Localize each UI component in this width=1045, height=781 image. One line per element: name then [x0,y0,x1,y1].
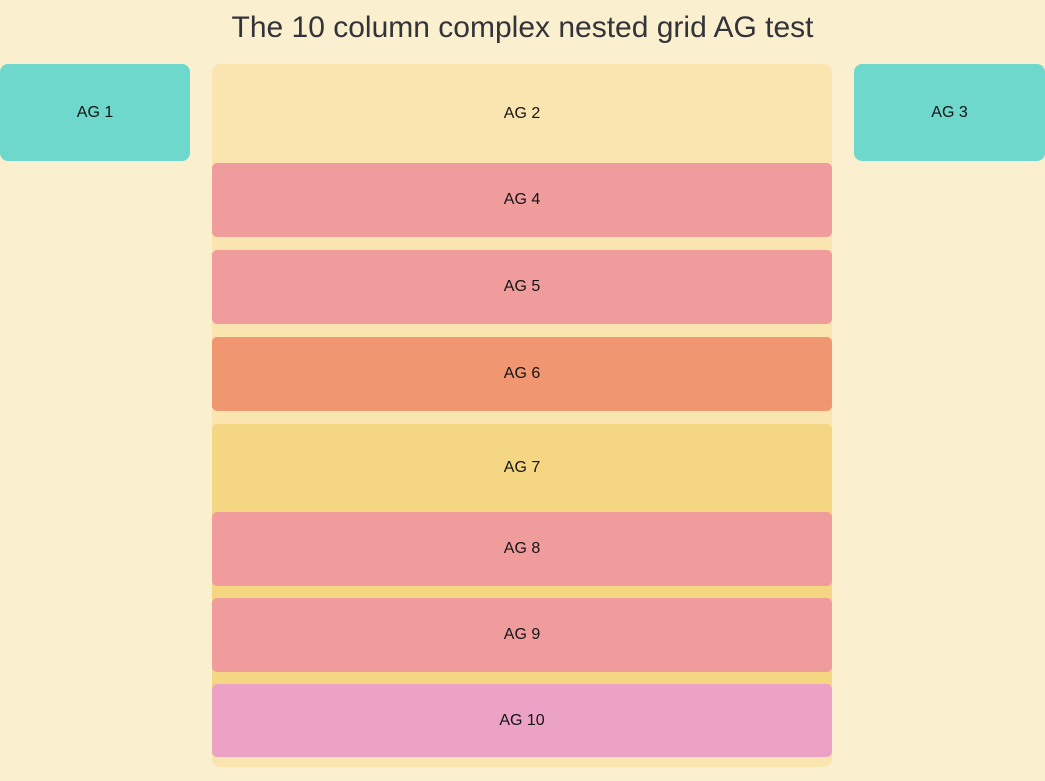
ag7-label: AG 7 [503,459,541,476]
ag8-label: AG 8 [503,540,541,557]
ag6-box: AG 6 [212,337,832,411]
ag3-box: AG 3 [854,64,1045,161]
ag5-label: AG 5 [503,278,541,295]
page-title: The 10 column complex nested grid AG tes… [231,11,814,44]
ag10-box: AG 10 [212,684,832,757]
ag4-label: AG 4 [503,191,541,208]
grid-row: AG 1 AG 2 AG 4 AG 5 AG 6 AG 7 AG 8 AG 9 … [0,64,1045,767]
ag9-box: AG 9 [212,598,832,672]
ag1-box: AG 1 [0,64,190,161]
ag3-label: AG 3 [931,103,968,121]
ag1-label: AG 1 [76,103,114,121]
ag10-label: AG 10 [499,711,545,729]
ag8-box: AG 8 [212,512,832,586]
ag4-box: AG 4 [212,163,832,237]
ag7-box: AG 7 AG 8 AG 9 AG 10 [212,424,832,757]
ag9-label: AG 9 [503,626,541,643]
ag5-box: AG 5 [212,250,832,324]
ag6-label: AG 6 [503,365,541,382]
ag2-box: AG 2 AG 4 AG 5 AG 6 AG 7 AG 8 AG 9 AG 10 [212,64,832,767]
ag2-label: AG 2 [503,104,541,122]
